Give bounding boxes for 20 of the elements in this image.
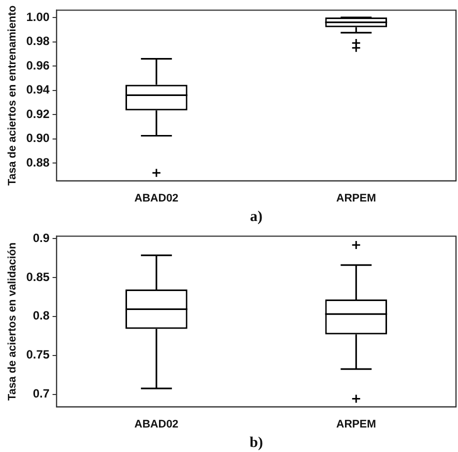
x-tick-label: ABAD02 (134, 418, 178, 430)
y-tick-label: 0.8 (32, 308, 50, 323)
x-tick-label: ARPEM (336, 418, 376, 430)
y-tick-label: 0.75 (26, 348, 50, 362)
y-tick-label: 0.9 (32, 230, 50, 245)
y-tick-label: 0.98 (26, 34, 50, 48)
y-tick-label: 0.96 (26, 58, 50, 72)
y-axis-title: Tasa de aciertos en entrenamiento (6, 5, 19, 186)
y-tick-label: 0.92 (26, 106, 50, 121)
y-tick-label: 1.00 (26, 10, 50, 24)
x-tick-label: ABAD02 (134, 192, 178, 204)
x-tick-label: ARPEM (336, 192, 376, 204)
y-tick-label: 0.85 (26, 270, 50, 284)
y-tick-label: 0.7 (32, 386, 50, 401)
x-axis-title: a) (250, 208, 263, 225)
y-axis-title: Tasa de aciertos en validación (6, 242, 19, 401)
y-tick-label: 0.88 (26, 156, 50, 170)
y-tick-label: 0.90 (26, 131, 50, 146)
x-axis-title: b) (250, 434, 263, 451)
y-tick-label: 0.94 (26, 82, 50, 97)
